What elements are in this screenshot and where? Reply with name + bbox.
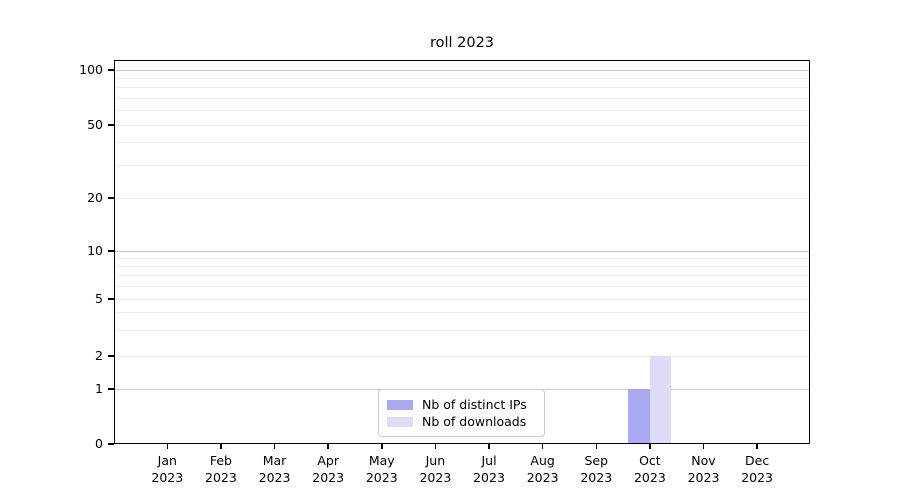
minor-gridline (114, 355, 810, 357)
y-axis-tick-label: 50 (87, 117, 103, 132)
x-axis-tick-label-line: 2023 (258, 469, 291, 485)
x-axis-tick-label-line: 2023 (741, 469, 774, 485)
x-axis-tick-label-line: Jan (157, 453, 177, 468)
x-axis-tick-label: Aug 2023 (511, 453, 575, 486)
x-axis-tick-label-line: Dec (745, 453, 770, 468)
x-axis-tick-label-line: 2023 (633, 469, 666, 485)
bar-downloads (649, 356, 672, 444)
y-axis-tick-label: 0 (95, 436, 103, 451)
x-axis-tick-label-line: 2023 (312, 469, 345, 485)
minor-gridline (114, 165, 810, 167)
x-axis-tick-label: Dec 2023 (725, 453, 789, 486)
y-axis-tick-label: 10 (87, 243, 103, 258)
x-axis-tick-label: Jun 2023 (403, 453, 467, 486)
y-axis-tick-label: 20 (87, 190, 103, 205)
legend-label-downloads: Nb of downloads (422, 414, 527, 429)
x-axis-tick-label: Jan 2023 (135, 453, 199, 486)
minor-gridline (114, 298, 810, 300)
minor-gridline (114, 197, 810, 199)
chart-title: roll 2023 (429, 35, 495, 51)
x-tick-mark (595, 444, 597, 449)
x-axis-tick-label: Sep 2023 (564, 453, 628, 486)
y-tick-mark (108, 388, 114, 390)
major-gridline (114, 250, 810, 252)
legend-label-distinct-ips: Nb of distinct IPs (422, 397, 527, 412)
minor-gridline (114, 142, 810, 144)
minor-gridline (114, 97, 810, 99)
x-tick-mark (273, 444, 276, 449)
plot-area (114, 60, 810, 444)
y-axis-tick-label: 1 (95, 381, 103, 396)
bar-distinct-ips (628, 389, 650, 444)
x-axis-tick-label-line: 2023 (365, 469, 398, 485)
y-tick-mark (108, 124, 114, 126)
x-tick-mark (381, 444, 383, 449)
minor-gridline (114, 312, 810, 314)
x-axis-tick-label-line: Mar (262, 453, 287, 468)
x-axis-tick-label: Feb 2023 (189, 453, 253, 486)
x-axis-tick-label-line: Oct (639, 453, 661, 468)
minor-gridline (114, 285, 810, 287)
y-tick-mark (108, 443, 114, 445)
minor-gridline (114, 124, 810, 126)
minor-gridline (114, 87, 810, 89)
minor-gridline (114, 110, 810, 112)
y-tick-mark (108, 355, 114, 357)
x-tick-mark (220, 444, 222, 449)
legend-item-downloads: Nb of downloads (387, 413, 536, 430)
x-axis-tick-label: Nov 2023 (672, 453, 736, 486)
x-axis-tick-label-line: 2023 (419, 469, 452, 485)
x-axis-tick-label: Jul 2023 (457, 453, 521, 486)
y-tick-mark (108, 298, 114, 300)
legend-swatch-distinct-ips-icon (387, 399, 413, 410)
x-axis-tick-label-line: 2023 (580, 469, 613, 485)
x-axis-tick-label: Oct 2023 (618, 453, 682, 486)
x-axis-tick-label-line: Nov (691, 453, 716, 468)
x-tick-mark (434, 444, 437, 449)
y-axis-tick-label: 100 (79, 62, 103, 77)
x-tick-mark (756, 444, 758, 449)
x-tick-mark (541, 444, 544, 449)
legend-item-distinct-ips: Nb of distinct IPs (387, 396, 536, 413)
minor-gridline (114, 275, 810, 277)
minor-gridline (114, 257, 810, 259)
x-axis-tick-label-line: Jun (425, 453, 446, 468)
legend-swatch-downloads-icon (387, 416, 413, 427)
y-tick-mark (108, 250, 114, 252)
x-axis-tick-label-line: Feb (209, 453, 232, 468)
x-axis-tick-label-line: 2023 (526, 469, 559, 485)
y-tick-mark (108, 69, 114, 71)
x-tick-mark (327, 444, 329, 449)
major-gridline (114, 69, 810, 71)
x-tick-mark (702, 444, 705, 449)
x-tick-mark (166, 444, 169, 449)
x-axis-tick-label: Mar 2023 (243, 453, 307, 486)
y-axis-tick-label: 5 (95, 291, 103, 306)
x-axis-tick-label-line: 2023 (687, 469, 720, 485)
x-axis-tick-label: May 2023 (350, 453, 414, 486)
x-axis-tick-label-line: Aug (530, 453, 555, 468)
minor-gridline (114, 265, 810, 267)
x-axis-tick-label-line: 2023 (151, 469, 184, 485)
y-axis-tick-label: 2 (95, 348, 103, 363)
x-axis-tick-label-line: 2023 (205, 469, 237, 485)
x-tick-mark (649, 444, 651, 449)
x-axis-tick-label-line: Apr (317, 453, 339, 468)
x-tick-mark (488, 444, 490, 449)
x-axis-tick-label-line: May (368, 453, 395, 468)
x-axis-tick-label-line: Sep (584, 453, 609, 468)
minor-gridline (114, 77, 810, 79)
y-tick-mark (108, 197, 114, 199)
x-axis-tick-label: Apr 2023 (296, 453, 360, 486)
legend: Nb of distinct IPs Nb of downloads (378, 389, 545, 437)
x-axis-tick-label-line: 2023 (473, 469, 505, 485)
x-axis-tick-label-line: Jul (481, 453, 497, 468)
minor-gridline (114, 330, 810, 332)
